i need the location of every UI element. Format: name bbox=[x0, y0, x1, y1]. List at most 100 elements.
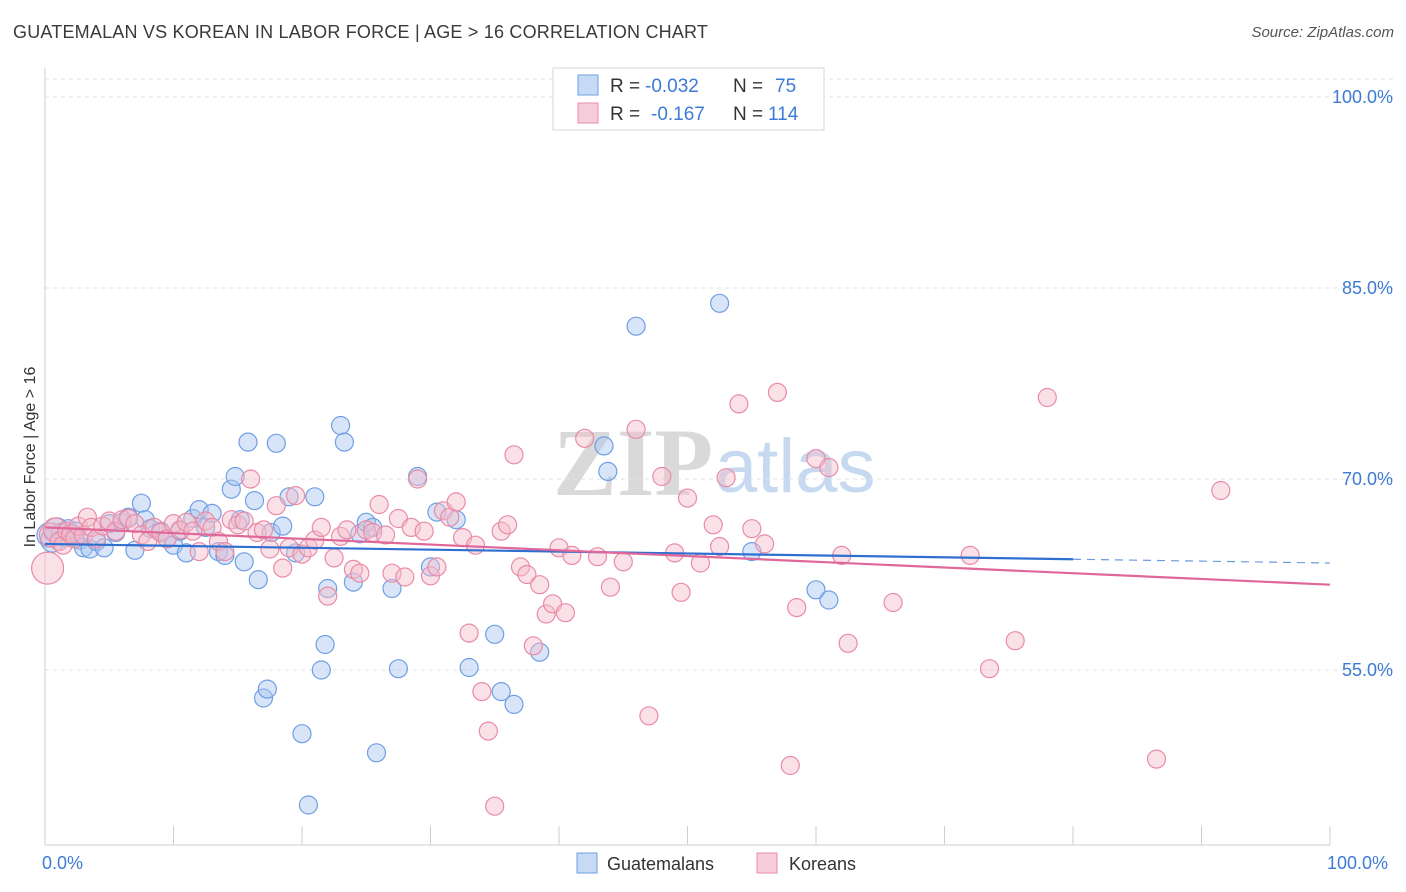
koreans-point bbox=[446, 492, 466, 512]
guatemalans-point bbox=[331, 415, 351, 436]
koreans-point bbox=[767, 382, 788, 402]
koreans-point bbox=[780, 755, 800, 776]
koreans-point bbox=[260, 539, 280, 559]
koreans-point bbox=[960, 545, 980, 566]
stats-swatch-koreans bbox=[577, 102, 599, 124]
koreans-point bbox=[1037, 387, 1057, 408]
koreans-point bbox=[498, 515, 518, 535]
koreans-point bbox=[337, 520, 357, 540]
koreans-point bbox=[1005, 631, 1025, 651]
koreans-point bbox=[517, 564, 537, 585]
guatemalans-point bbox=[311, 660, 331, 680]
guatemalans-point bbox=[244, 491, 265, 511]
y-tick-label: 55.0% bbox=[1342, 660, 1393, 680]
koreans-point bbox=[118, 508, 139, 529]
watermark-atlas: atlas bbox=[715, 424, 876, 509]
koreans-point bbox=[241, 469, 261, 489]
koreans-point bbox=[273, 558, 293, 578]
koreans-point bbox=[838, 633, 858, 653]
grid-lines bbox=[45, 78, 1393, 671]
koreans-point bbox=[703, 515, 723, 535]
koreans-point bbox=[1211, 480, 1231, 501]
koreans-point bbox=[459, 623, 479, 643]
guatemalans-point bbox=[459, 657, 479, 678]
guatemalans-point bbox=[221, 479, 241, 499]
stats-n-label-koreans: N = bbox=[733, 104, 763, 125]
guatemalans-point bbox=[238, 432, 258, 452]
y-tick-label: 70.0% bbox=[1342, 469, 1393, 489]
chart-source: Source: ZipAtlas.com bbox=[1251, 24, 1394, 41]
koreans-point bbox=[600, 577, 621, 597]
y-axis-label: In Labor Force | Age > 16 bbox=[22, 367, 39, 548]
koreans-point bbox=[112, 510, 132, 530]
koreans-point bbox=[30, 551, 65, 585]
koreans-point bbox=[266, 496, 286, 516]
koreans-point bbox=[324, 548, 344, 568]
guatemalans-point bbox=[298, 795, 318, 815]
legend-label-koreans: Koreans bbox=[789, 854, 856, 874]
koreans-point bbox=[408, 469, 428, 489]
guatemalans-point bbox=[485, 624, 505, 644]
koreans-point bbox=[716, 468, 736, 488]
stats-r-value-koreans: -0.167 bbox=[651, 104, 705, 125]
stats-r-value-guatemalans: -0.032 bbox=[645, 76, 699, 97]
koreans-point bbox=[729, 394, 749, 414]
x-tick-label-max: 100.0% bbox=[1327, 853, 1388, 873]
guatemalans-point bbox=[491, 681, 511, 702]
guatemalans-point bbox=[196, 517, 216, 538]
koreans-point bbox=[677, 488, 698, 508]
koreans-point bbox=[671, 582, 691, 602]
legend: Guatemalans Koreans bbox=[576, 852, 856, 874]
guatemalans-point bbox=[382, 578, 402, 599]
koreans-point bbox=[510, 557, 531, 577]
koreans-point bbox=[530, 575, 550, 595]
trend-lines bbox=[44, 526, 1331, 586]
koreans-point bbox=[234, 511, 254, 531]
koreans-point bbox=[626, 419, 646, 439]
koreans-points bbox=[30, 382, 1231, 816]
stats-n-value-guatemalans: 75 bbox=[775, 76, 796, 97]
koreans-point bbox=[395, 567, 415, 587]
chart-title: GUATEMALAN VS KOREAN IN LABOR FORCE | AG… bbox=[13, 22, 709, 42]
guatemalans-point bbox=[356, 512, 376, 532]
guatemalans-point bbox=[388, 659, 408, 679]
koreans-point bbox=[536, 604, 556, 624]
y-tick-label: 85.0% bbox=[1342, 278, 1393, 298]
koreans-point bbox=[652, 466, 672, 487]
koreans-point bbox=[286, 486, 306, 506]
koreans-point bbox=[414, 521, 434, 541]
koreans-point bbox=[504, 445, 524, 465]
koreans-point bbox=[311, 517, 331, 538]
koreans-point bbox=[350, 563, 370, 583]
legend-label-guatemalans: Guatemalans bbox=[607, 854, 714, 874]
koreans-point bbox=[742, 519, 762, 539]
koreans-point bbox=[709, 536, 730, 557]
stats-r-label-guatemalans: R = bbox=[610, 76, 640, 97]
koreans-point bbox=[215, 541, 235, 562]
guatemalans-point bbox=[131, 493, 151, 513]
koreans-point bbox=[587, 547, 608, 567]
guatemalans-trend-line bbox=[44, 542, 1074, 561]
guatemalans-point bbox=[504, 694, 524, 715]
koreans-point bbox=[478, 721, 498, 741]
guatemalans-point bbox=[315, 634, 335, 655]
koreans-point bbox=[575, 428, 595, 448]
guatemalans-point bbox=[598, 461, 618, 481]
legend-swatch-guatemalans bbox=[576, 852, 598, 874]
koreans-point bbox=[787, 597, 807, 618]
koreans-point bbox=[639, 706, 659, 726]
koreans-point bbox=[77, 507, 98, 527]
watermark-zip: ZIP bbox=[553, 409, 713, 516]
y-tick-labels: 100.0% 85.0% 70.0% 55.0% bbox=[1332, 87, 1393, 680]
koreans-point bbox=[754, 534, 775, 554]
koreans-point bbox=[318, 586, 338, 606]
koreans-point bbox=[883, 592, 903, 613]
koreans-point bbox=[125, 513, 145, 534]
guatemalans-point bbox=[202, 503, 222, 524]
stats-r-label-koreans: R = bbox=[610, 104, 640, 125]
koreans-point bbox=[427, 557, 447, 577]
guatemalans-point bbox=[292, 724, 312, 744]
x-tick-marks bbox=[44, 826, 1331, 845]
guatemalans-point bbox=[234, 552, 254, 572]
stats-n-value-koreans: 114 bbox=[768, 104, 799, 125]
